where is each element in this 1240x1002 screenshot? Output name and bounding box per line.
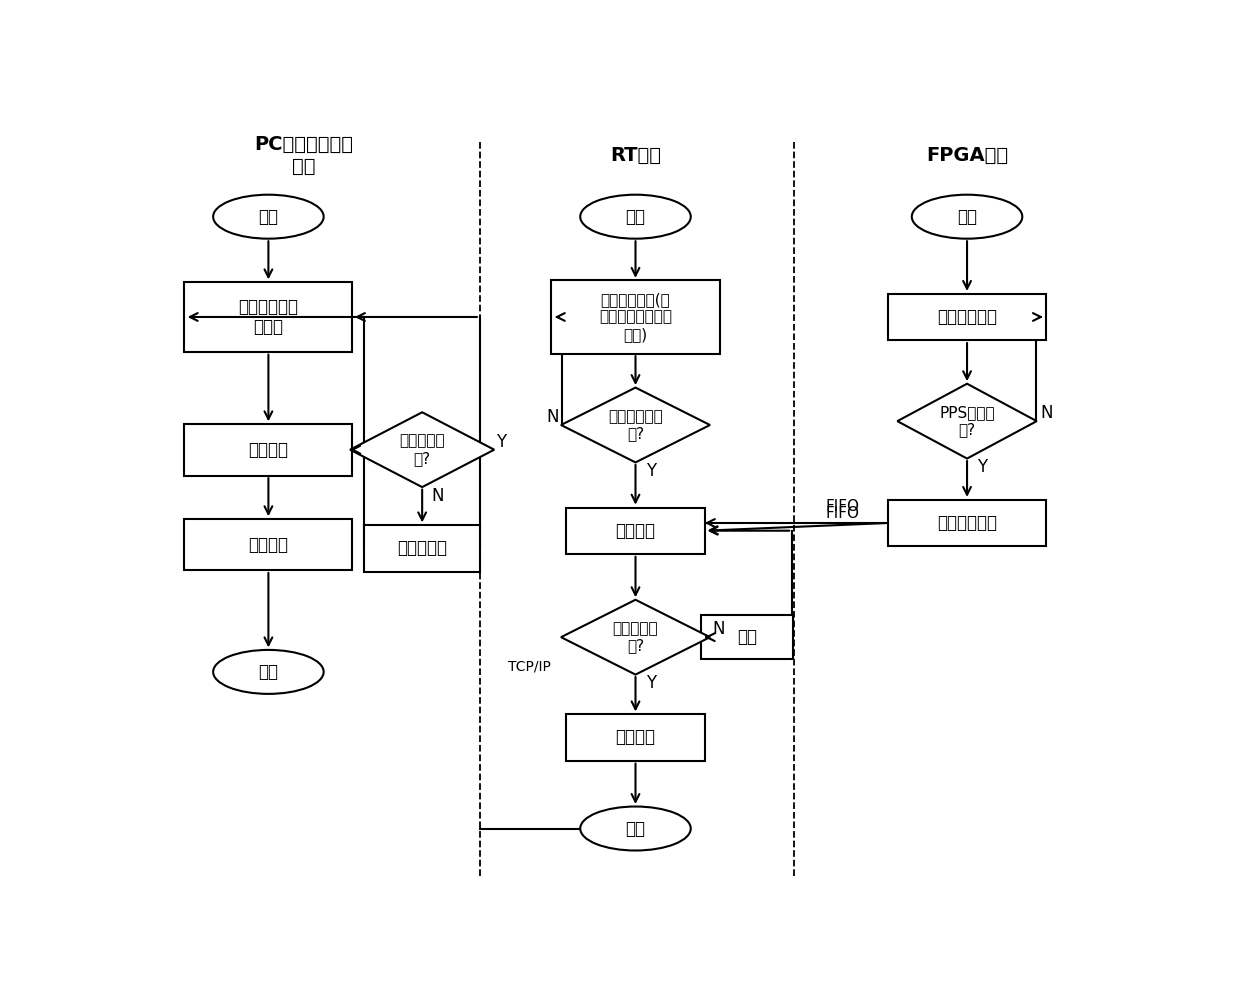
Text: N: N	[547, 408, 559, 426]
Text: 数据是否有
效?: 数据是否有 效?	[613, 621, 658, 653]
Bar	[365, 525, 480, 571]
Text: 数据显示: 数据显示	[248, 536, 289, 553]
Text: Y: Y	[496, 433, 506, 451]
Bar	[185, 283, 352, 352]
Text: Y: Y	[646, 674, 656, 692]
Bar	[888, 294, 1047, 340]
Ellipse shape	[213, 650, 324, 693]
Text: FIFO: FIFO	[825, 506, 859, 521]
Bar	[888, 500, 1047, 546]
Polygon shape	[560, 600, 711, 674]
Text: 是否在工作
点?: 是否在工作 点?	[399, 434, 445, 466]
Text: 开始: 开始	[625, 207, 646, 225]
Ellipse shape	[580, 807, 691, 851]
Text: N: N	[1040, 405, 1053, 423]
Polygon shape	[560, 388, 711, 462]
Text: 数据保存: 数据保存	[615, 728, 656, 746]
Text: Y: Y	[646, 462, 656, 480]
Text: 开始采集数据: 开始采集数据	[937, 514, 997, 532]
Text: TCP/IP: TCP/IP	[508, 659, 552, 673]
Text: 工作点调节参
数设置: 工作点调节参 数设置	[238, 298, 299, 337]
Bar	[565, 508, 706, 554]
Text: 停止: 停止	[258, 663, 279, 681]
Text: 复位: 复位	[737, 628, 756, 646]
Bar	[565, 714, 706, 761]
Text: 工作点调节: 工作点调节	[397, 539, 448, 557]
Ellipse shape	[911, 194, 1022, 238]
Ellipse shape	[580, 194, 691, 238]
Ellipse shape	[213, 194, 324, 238]
Text: 是否采集到数
据?: 是否采集到数 据?	[608, 409, 663, 441]
Bar	[185, 424, 352, 476]
Text: Y: Y	[977, 459, 987, 476]
Text: 开始: 开始	[957, 207, 977, 225]
Text: PPS是否触
发?: PPS是否触 发?	[939, 405, 994, 437]
Text: N: N	[712, 620, 724, 638]
Text: PC端图形化界面
程序: PC端图形化界面 程序	[254, 134, 353, 175]
Polygon shape	[350, 412, 495, 487]
Text: FIFO: FIFO	[825, 499, 859, 513]
Text: 停止: 停止	[625, 820, 646, 838]
Text: RT程序: RT程序	[610, 145, 661, 164]
Text: 固有参数设置(通
道数、采样点数、
阈值): 固有参数设置(通 道数、采样点数、 阈值)	[599, 292, 672, 342]
Bar	[552, 281, 719, 354]
Text: FPGA程序: FPGA程序	[926, 145, 1008, 164]
Text: 数据读取: 数据读取	[248, 441, 289, 459]
Text: 数据读取: 数据读取	[615, 522, 656, 540]
Text: N: N	[432, 487, 444, 505]
Polygon shape	[898, 384, 1037, 459]
Bar	[185, 519, 352, 570]
Bar	[702, 615, 792, 659]
Text: 开始: 开始	[258, 207, 279, 225]
Text: 默认参数设置: 默认参数设置	[937, 308, 997, 326]
